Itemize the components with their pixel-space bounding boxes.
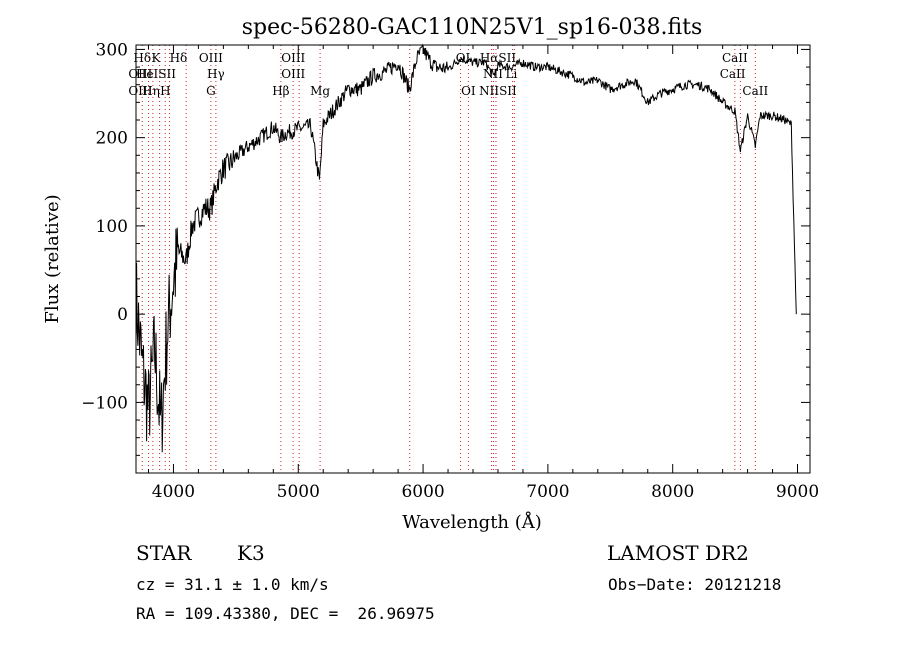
spectral-line-label: OIII — [199, 51, 223, 65]
x-axis-label: Wavelength (Å) — [402, 511, 542, 533]
flux-series — [135, 43, 797, 453]
spectral-line-label: K — [151, 51, 161, 65]
plot-frame — [135, 44, 811, 474]
spectral-line-label: G — [206, 84, 216, 98]
object-subclass: K3 — [237, 541, 265, 565]
spectral-line-label: Hγ — [207, 67, 225, 81]
object-class: STAR — [136, 541, 192, 565]
y-tick-label: −100 — [81, 393, 128, 413]
spectral-line-label: CaII — [742, 84, 768, 98]
spectral-line-label: Mg — [310, 84, 330, 98]
x-tick-label: 8000 — [651, 482, 694, 502]
spectral-line-label: Hδ — [133, 51, 151, 65]
observation-date: Obs−Date: 20121218 — [608, 575, 782, 594]
redshift-velocity: cz = 31.1 ± 1.0 km/s — [136, 575, 329, 594]
survey-name: LAMOST DR2 — [607, 541, 749, 565]
x-tick-label: 9000 — [776, 482, 819, 502]
spectral-line-label: HeISII — [136, 67, 176, 81]
y-tick-label: 300 — [96, 40, 128, 60]
spectral-line-label: OI — [461, 84, 476, 98]
spectral-line-label: OIII — [128, 84, 152, 98]
spectral-line-label: NII — [483, 67, 503, 81]
spectral-line-label: OIII — [281, 67, 305, 81]
spectral-line-label: HαSII — [480, 51, 517, 65]
spectral-line-label: Hδ — [170, 51, 188, 65]
spectral-line-label: CaII — [722, 51, 748, 65]
spectral-line-label: OIII — [128, 67, 152, 81]
spectral-line-label: OIII — [281, 51, 305, 65]
spectral-line-markers — [141, 45, 756, 473]
axis-ticks: 4000 5000 6000 7000 8000 9000 −100 0 100 200 300 — [81, 40, 819, 502]
y-tick-label: 100 — [96, 217, 128, 237]
x-tick-label: 7000 — [526, 482, 569, 502]
x-tick-label: 6000 — [401, 482, 444, 502]
y-axis-label: Flux (relative) — [42, 194, 63, 323]
y-tick-label: 0 — [117, 305, 128, 325]
spectral-line-label: CaII — [720, 67, 746, 81]
spectral-line-label: Li — [506, 67, 518, 81]
flux-line — [135, 43, 797, 453]
spectral-line-label: H — [160, 84, 170, 98]
y-tick-label: 200 — [96, 129, 128, 149]
spectral-line-label: Hη — [142, 84, 160, 98]
x-tick-label: 5000 — [277, 482, 320, 502]
spectral-line-label: Hβ — [272, 84, 289, 98]
coordinates: RA = 109.43380, DEC = 26.96975 — [136, 604, 435, 623]
x-tick-label: 4000 — [152, 482, 195, 502]
spectral-line-label: OI — [456, 51, 471, 65]
spectral-line-label: NIISII — [479, 84, 517, 98]
chart-title: spec-56280-GAC110N25V1_sp16-038.fits — [242, 15, 703, 40]
